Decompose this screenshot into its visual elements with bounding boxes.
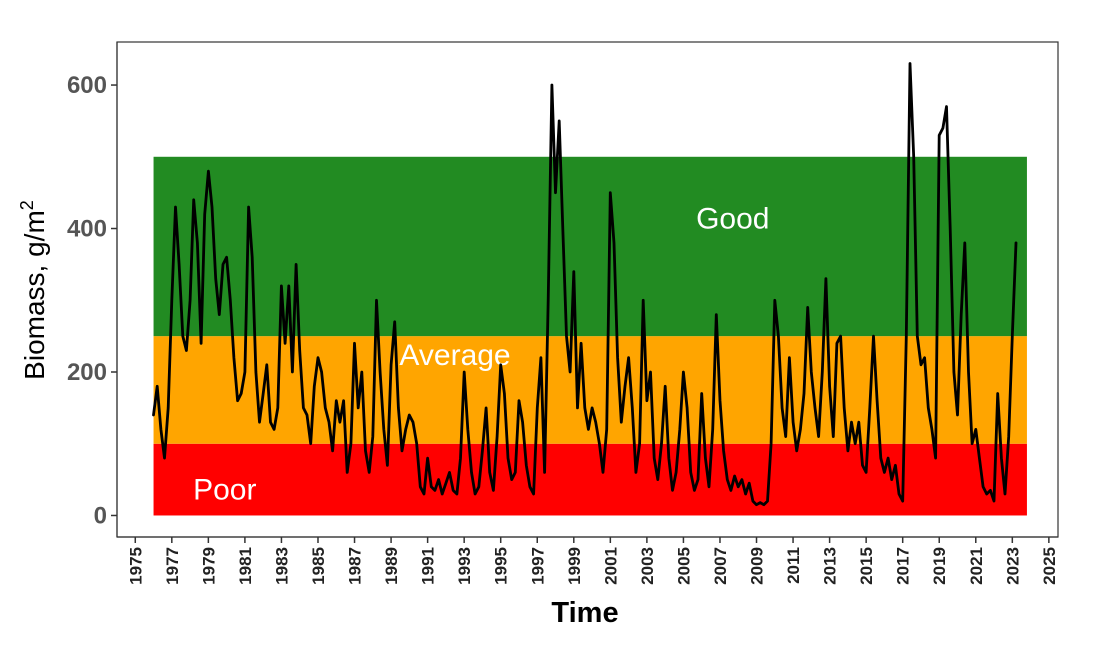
x-tick-label: 1989	[382, 547, 401, 585]
x-tick-label: 1995	[492, 547, 511, 585]
y-tick-label: 600	[67, 72, 107, 99]
y-axis: 0 200 400 600	[67, 42, 118, 537]
x-tick-label: 2003	[638, 547, 657, 585]
x-tick-label: 1991	[419, 547, 438, 585]
x-tick-label: 2011	[784, 547, 803, 584]
band-label-layer: Poor Average Good	[193, 203, 769, 507]
x-tick-label: 2023	[1003, 547, 1022, 585]
y-axis-title-main: Biomass, g/m	[19, 210, 50, 380]
band-label-average: Average	[399, 339, 510, 372]
x-tick-label: 2009	[748, 547, 767, 585]
x-tick-label: 1975	[126, 547, 145, 585]
band-good	[153, 156, 1027, 337]
y-tick-label: 200	[67, 359, 107, 386]
y-tick-label: 400	[67, 216, 107, 243]
x-tick-label: 1985	[309, 547, 328, 585]
x-tick-label: 2019	[930, 547, 949, 585]
x-tick-label: 1997	[528, 547, 547, 585]
x-tick-label: 2017	[894, 547, 913, 585]
band-label-poor: Poor	[193, 474, 256, 507]
x-tick-label: 1977	[163, 547, 182, 585]
x-tick-label: 1993	[455, 547, 474, 585]
x-axis-title: Time	[551, 597, 618, 629]
x-tick-label: 1987	[346, 547, 365, 585]
x-tick-label: 2007	[711, 547, 730, 585]
x-tick-label: 2001	[601, 547, 620, 585]
x-tick-label: 2015	[857, 547, 876, 585]
y-axis-title-superscript: 2	[17, 200, 37, 210]
x-tick-label: 2025	[1040, 547, 1059, 585]
x-axis: 1975 1977 1979 1981 1983 1985 1987 1989 1991 1993…	[117, 536, 1059, 585]
x-tick-label: 1981	[236, 547, 255, 585]
band-average	[153, 336, 1027, 444]
biomass-series-line	[152, 62, 1018, 507]
y-tick-label: 0	[94, 502, 107, 529]
x-tick-label: 1983	[272, 547, 291, 585]
x-tick-label: 2005	[674, 547, 693, 585]
y-axis-title: Biomass, g/m2	[17, 200, 50, 380]
series-layer	[152, 62, 1018, 507]
x-tick-label: 2013	[821, 547, 840, 585]
x-tick-label: 1999	[565, 547, 584, 585]
band-label-good: Good	[696, 203, 769, 236]
x-tick-label: 1979	[199, 547, 218, 585]
x-tick-label: 2021	[967, 547, 986, 585]
